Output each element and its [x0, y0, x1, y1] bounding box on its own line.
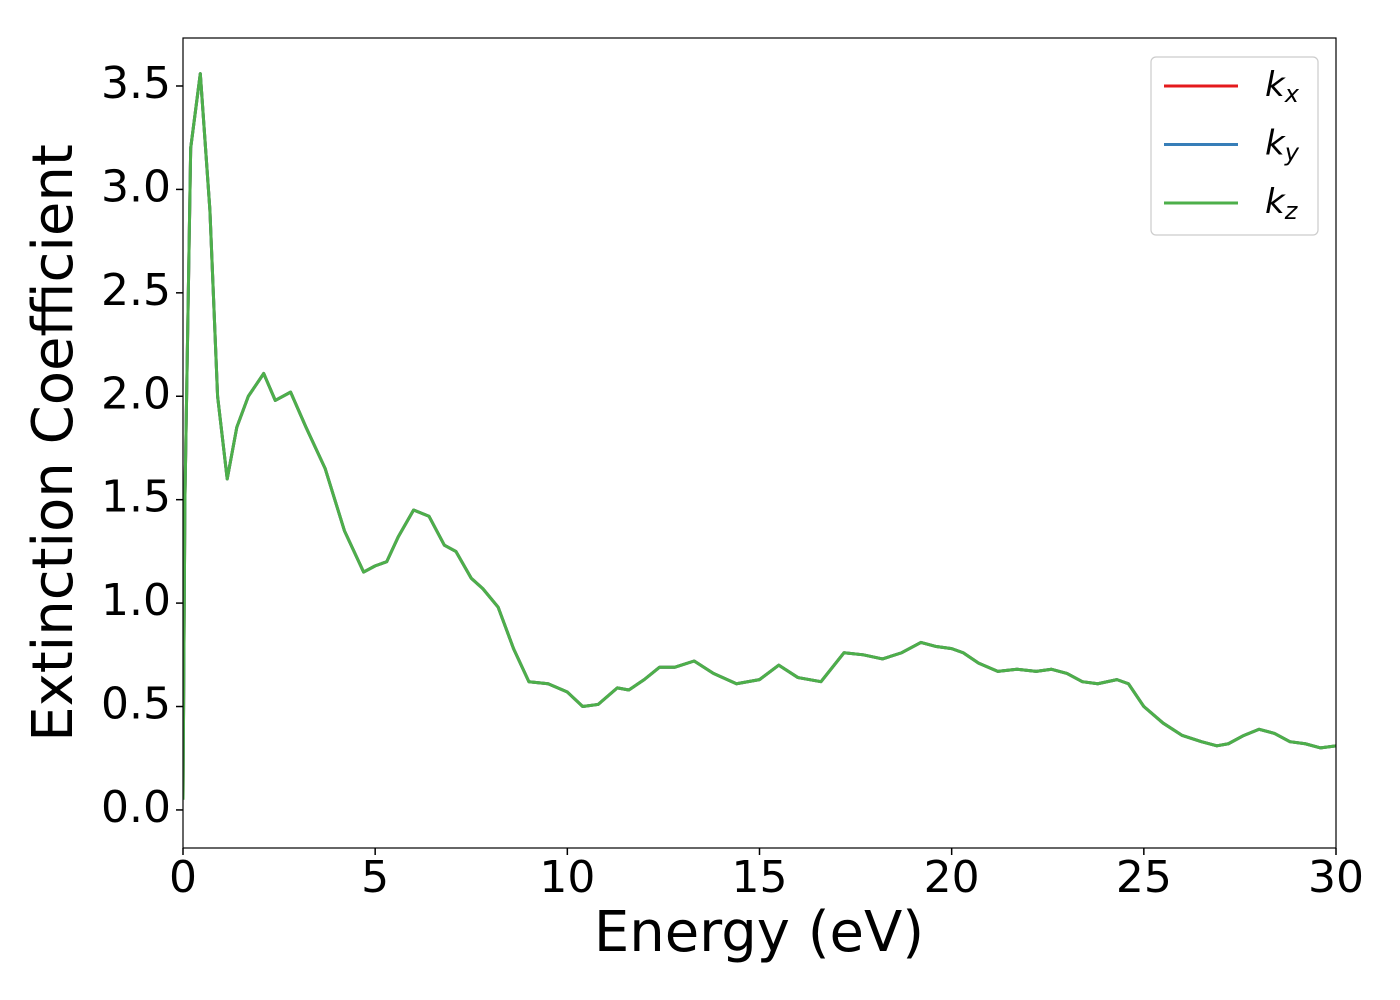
- y-axis-label: Extinction Coefficient: [21, 144, 86, 742]
- x-tick-label: 10: [539, 852, 595, 903]
- y-tick-label: 3.5: [101, 58, 171, 109]
- x-tick-label: 20: [924, 852, 980, 903]
- x-tick-label: 30: [1308, 852, 1364, 903]
- legend-label: kx: [1265, 65, 1300, 109]
- y-tick-label: 3.0: [101, 161, 171, 212]
- y-tick-label: 1.5: [101, 472, 171, 523]
- y-tick-label: 1.0: [101, 575, 171, 626]
- y-tick-label: 2.0: [101, 368, 171, 419]
- x-tick-label: 25: [1116, 852, 1172, 903]
- x-tick-label: 0: [169, 852, 197, 903]
- data-line: [183, 72, 1336, 800]
- x-tick-label: 15: [732, 852, 788, 903]
- x-axis-label: Energy (eV): [594, 900, 924, 965]
- legend-label: ky: [1265, 123, 1300, 167]
- plot-frame: [182, 37, 1337, 849]
- y-tick-label: 0.0: [101, 782, 171, 833]
- x-tick-label: 5: [361, 852, 389, 903]
- legend-label: kz: [1265, 182, 1299, 226]
- y-tick-label: 0.5: [101, 679, 171, 730]
- y-tick-label: 2.5: [101, 265, 171, 316]
